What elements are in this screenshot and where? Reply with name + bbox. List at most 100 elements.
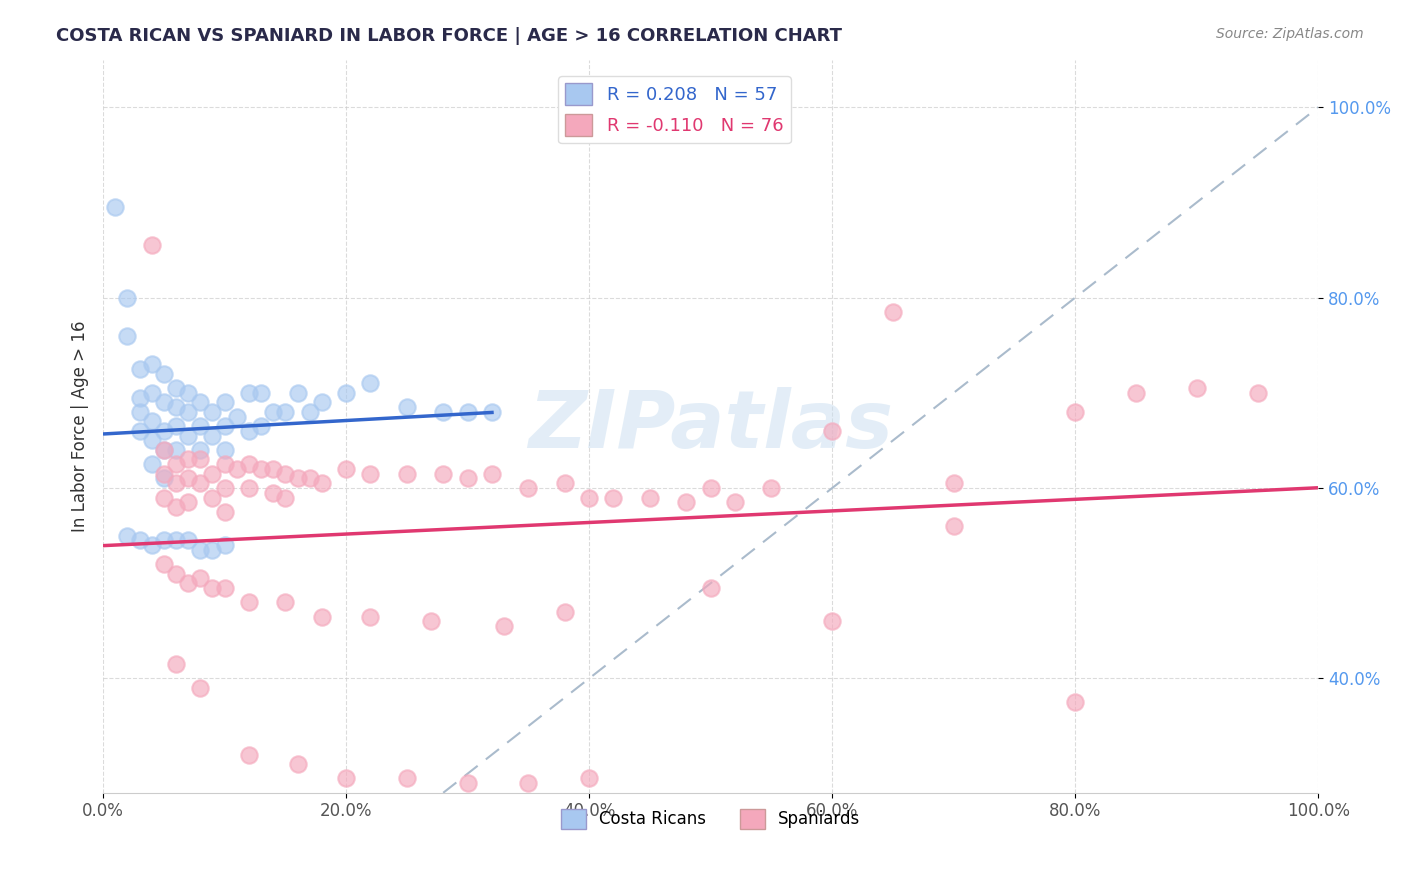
Point — [1125, 385, 1147, 400]
Point — [1064, 405, 1087, 419]
Point — [250, 462, 273, 476]
Point — [298, 405, 321, 419]
Point — [882, 305, 904, 319]
Point — [287, 385, 309, 400]
Point — [165, 400, 187, 414]
Point — [761, 481, 783, 495]
Point — [214, 481, 236, 495]
Point — [188, 681, 211, 695]
Point — [214, 457, 236, 471]
Point — [238, 747, 260, 762]
Point — [238, 385, 260, 400]
Point — [141, 434, 163, 448]
Point — [457, 405, 479, 419]
Point — [188, 571, 211, 585]
Point — [128, 533, 150, 548]
Point — [104, 200, 127, 214]
Point — [141, 457, 163, 471]
Point — [188, 542, 211, 557]
Point — [177, 452, 200, 467]
Point — [311, 395, 333, 409]
Point — [821, 615, 844, 629]
Point — [554, 605, 576, 619]
Point — [238, 457, 260, 471]
Point — [942, 519, 965, 533]
Point — [165, 381, 187, 395]
Legend: Costa Ricans, Spaniards: Costa Ricans, Spaniards — [554, 802, 868, 836]
Point — [201, 491, 224, 505]
Point — [141, 414, 163, 428]
Point — [311, 609, 333, 624]
Point — [141, 385, 163, 400]
Point — [165, 500, 187, 514]
Point — [578, 772, 600, 786]
Point — [165, 442, 187, 457]
Text: COSTA RICAN VS SPANIARD IN LABOR FORCE | AGE > 16 CORRELATION CHART: COSTA RICAN VS SPANIARD IN LABOR FORCE |… — [56, 27, 842, 45]
Point — [262, 485, 284, 500]
Point — [165, 457, 187, 471]
Point — [128, 424, 150, 438]
Point — [201, 428, 224, 442]
Point — [128, 405, 150, 419]
Point — [481, 405, 503, 419]
Point — [153, 367, 176, 381]
Point — [153, 395, 176, 409]
Point — [250, 385, 273, 400]
Point — [141, 357, 163, 371]
Point — [724, 495, 747, 509]
Point — [153, 467, 176, 481]
Point — [201, 542, 224, 557]
Point — [128, 391, 150, 405]
Point — [201, 405, 224, 419]
Point — [201, 467, 224, 481]
Point — [262, 405, 284, 419]
Point — [128, 362, 150, 376]
Point — [165, 533, 187, 548]
Point — [638, 491, 661, 505]
Point — [335, 772, 357, 786]
Point — [188, 476, 211, 491]
Point — [117, 328, 139, 343]
Point — [214, 505, 236, 519]
Point — [395, 467, 418, 481]
Point — [238, 595, 260, 609]
Point — [311, 476, 333, 491]
Point — [432, 405, 454, 419]
Point — [250, 419, 273, 434]
Point — [457, 471, 479, 485]
Point — [188, 419, 211, 434]
Point — [274, 491, 297, 505]
Point — [481, 467, 503, 481]
Point — [153, 533, 176, 548]
Point — [517, 776, 540, 790]
Point — [165, 476, 187, 491]
Point — [494, 619, 516, 633]
Point — [554, 476, 576, 491]
Point — [225, 462, 247, 476]
Point — [821, 424, 844, 438]
Point — [177, 428, 200, 442]
Point — [141, 238, 163, 252]
Point — [214, 395, 236, 409]
Point — [214, 538, 236, 552]
Point — [457, 776, 479, 790]
Point — [188, 395, 211, 409]
Point — [188, 442, 211, 457]
Text: ZIPatlas: ZIPatlas — [529, 387, 893, 465]
Point — [942, 476, 965, 491]
Point — [395, 400, 418, 414]
Point — [262, 462, 284, 476]
Point — [141, 538, 163, 552]
Point — [335, 385, 357, 400]
Point — [517, 481, 540, 495]
Point — [699, 581, 721, 595]
Point — [274, 405, 297, 419]
Point — [177, 405, 200, 419]
Point — [165, 566, 187, 581]
Point — [165, 657, 187, 672]
Point — [225, 409, 247, 424]
Point — [238, 481, 260, 495]
Point — [602, 491, 624, 505]
Point — [153, 442, 176, 457]
Point — [177, 576, 200, 591]
